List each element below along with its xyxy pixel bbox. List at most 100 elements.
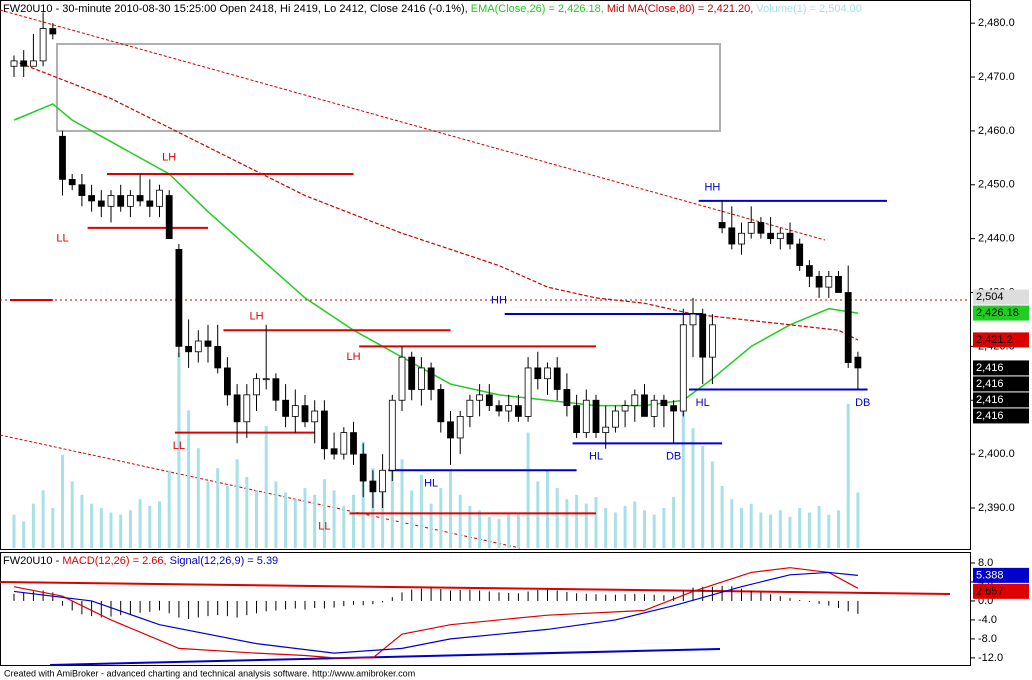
legend-entry: Volume(1) = 2,504.00 [756,3,862,15]
candle-body [728,227,736,245]
value-tag-label: 2.657 [976,585,1004,597]
candle-body [350,432,357,455]
volume-bar [584,503,588,548]
volume-bar [410,490,414,548]
volume-bar [51,508,55,548]
volume-bar [352,494,355,548]
candle-body [10,60,18,67]
volume-bar [70,481,74,548]
volume-bar [778,510,782,548]
candle-body [243,394,251,423]
candle-body [301,405,309,423]
footer: Created with AmiBroker - advanced charti… [4,668,415,678]
volume-bar [138,499,142,548]
candle-body [505,405,513,412]
title: FW20U10 - 30-minute 2010-08-30 15:25:00 … [3,3,468,15]
candle-body [563,389,571,407]
volume-bar [827,514,831,548]
candle-body [699,313,707,358]
candle-body [641,394,648,417]
volume-bar [526,432,530,548]
volume-bar [458,494,462,548]
y-tick-label: 2,450.0 [978,179,1015,191]
selection-box [56,43,721,132]
volume-bar [419,474,423,548]
candle-body [776,232,784,240]
candle-body [97,200,105,207]
volume-bar [177,352,181,548]
annotation: DB [666,451,681,463]
candle-body [524,367,532,417]
legend-entry: Mid MA(Close,80) = 2,421.20, [607,3,753,15]
volume-bar [80,494,84,548]
volume-bar [846,403,850,548]
candle-body [670,405,677,412]
value-tag [973,332,1029,348]
macd-panel-frame [0,552,971,666]
candle-body [437,389,445,423]
candle-body [291,405,299,417]
candle-body [631,394,639,407]
value-tag-label: 2,416 [976,362,1004,374]
volume-bar [167,470,171,548]
candle-body [679,324,687,412]
annotation: LH [162,152,176,164]
legend-entry: MACD(12,26) = 2.66, [62,555,166,567]
volume-bar [837,510,840,548]
price-panel: LH LL LH LL LH LL HL HH HL DB HH HL DB [10,12,887,548]
volume-bar [487,516,491,548]
candle-body [388,399,396,471]
candle-body [165,195,173,240]
value-tag-label: 2,426.18 [976,307,1019,319]
candle-body [330,448,338,455]
candle-body [185,345,193,353]
candle-body [282,399,290,417]
candle-body [359,453,367,482]
annotation: DB [855,397,870,409]
volume-bar [710,461,714,548]
volume-bar [109,512,113,548]
candle-body [39,28,47,62]
volume-bar [371,468,375,548]
value-tag [973,408,1029,424]
value-tag-label: 2,416 [976,378,1004,390]
candle-body [476,394,484,401]
volume-bar [216,468,220,548]
volume-bar [31,503,35,548]
legend-entry: EMA(Close,26) = 2,426.18, [471,3,604,15]
volume-bar [613,512,617,548]
volume-bar [313,494,317,548]
candle-body [369,480,377,493]
candle-body [253,378,260,396]
volume-bar [555,488,559,548]
volume-bar [90,503,94,548]
volume-bar [478,510,482,548]
volume-bar [720,485,724,548]
candle-body [718,222,726,229]
candle-body [68,178,76,186]
candle-body [233,394,241,423]
volume-bar [759,512,763,548]
value-tag [973,376,1029,392]
volume-bar [701,445,705,548]
candle-body [466,399,474,417]
value-tag-label: 2,421.2 [976,334,1013,346]
value-tag-label: 5.388 [976,569,1004,581]
annotation: HH [704,181,720,193]
volume-bar [225,485,229,548]
macd-line [13,567,859,659]
volume-bar [12,514,16,548]
y-tick-label: 2,460.0 [978,125,1015,137]
volume-bar [468,505,472,548]
candle-body [417,367,425,390]
macd-trend-line [49,648,721,666]
candle-body [602,426,610,433]
value-tag [973,360,1029,376]
value-tag [973,305,1029,321]
candle-body [262,378,270,381]
candle-body [534,367,542,380]
volume-bar [429,503,433,548]
candle-body [107,195,115,207]
volume-bar [255,490,258,548]
